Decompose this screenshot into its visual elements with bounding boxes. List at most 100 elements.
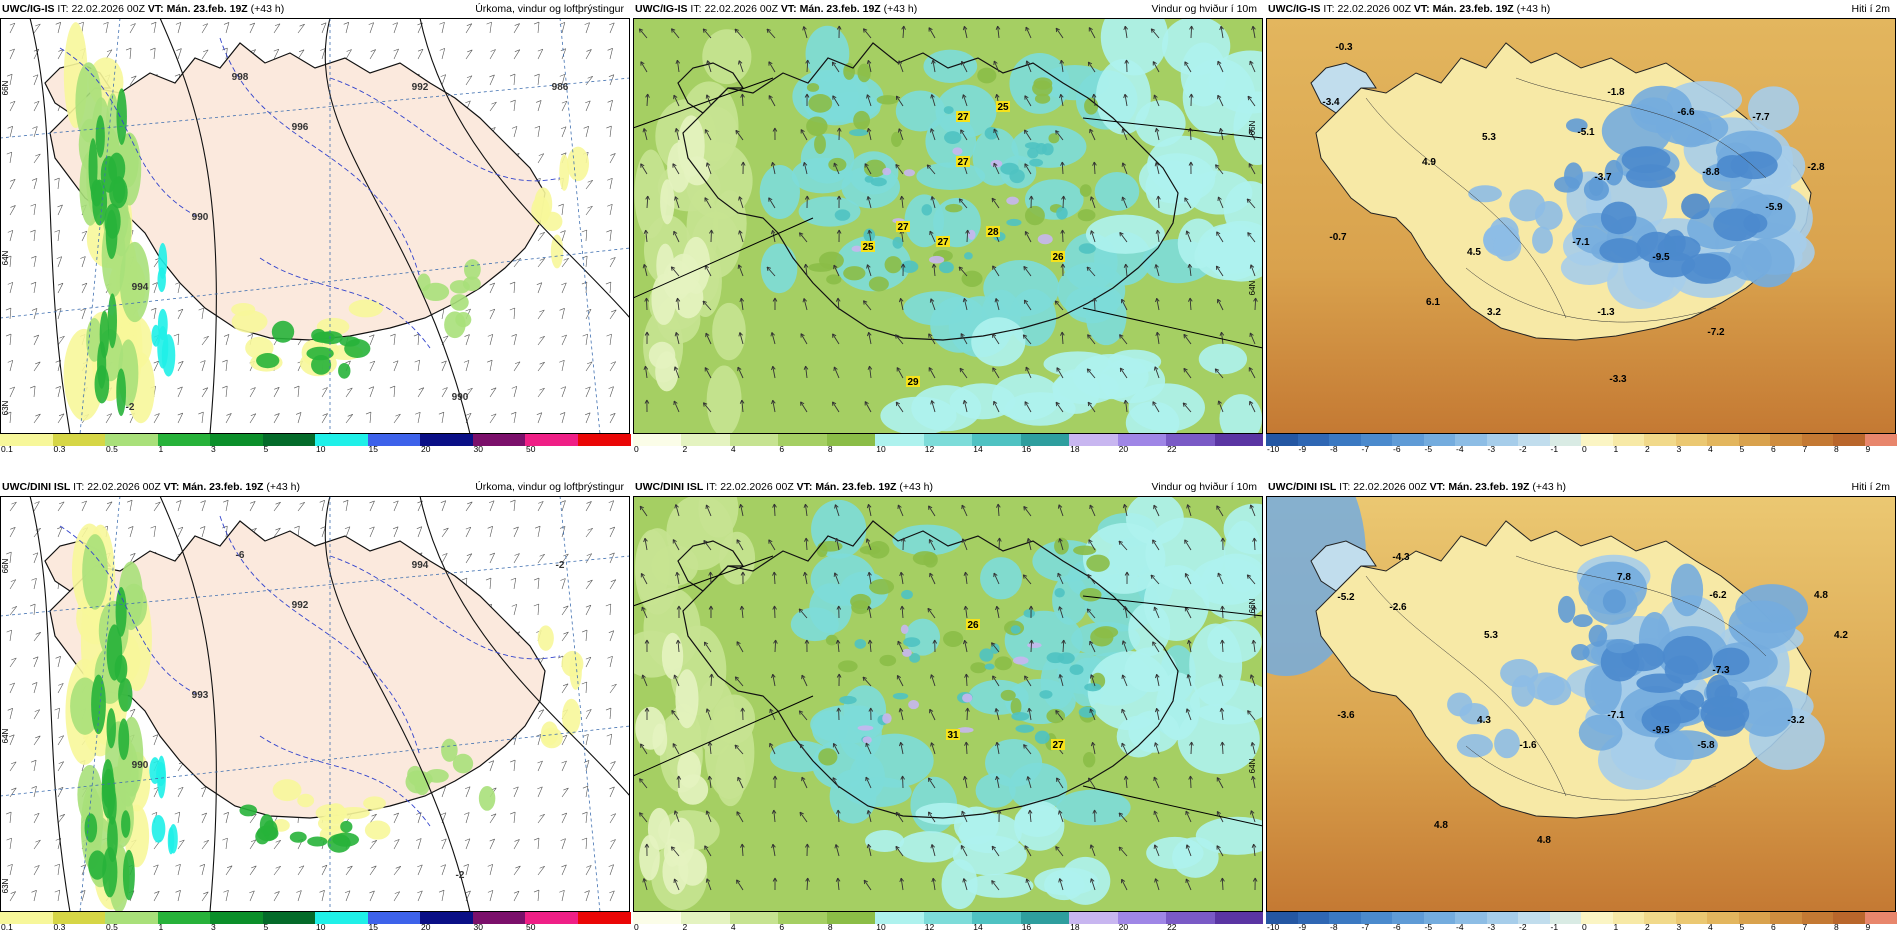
wind-arrows [638,25,1258,413]
colorbar-swatch [1864,434,1897,446]
temp-label: -6.6 [1677,107,1695,118]
colorbar-tick: -2 [1519,922,1527,932]
temp-value: -2.6 [1389,602,1407,613]
colorbar-tick: 4 [730,922,736,932]
temp-map[interactable]: -0.3 -3.4 -1.8 -6.6 -7.7 5.3 -5.1 4.9 -8.8 -2.8 -3… [1266,18,1896,434]
map-canvas: -4.3 -5.2 -2.6 7.8 -6.2 4.8 5.3 4.2 -7.3 -3.6 4.3 -… [1266,496,1896,912]
map-canvas: -0.3 -3.4 -1.8 -6.6 -7.7 5.3 -5.1 4.9 -8.8 -2.8 -3… [1266,18,1896,434]
colorbar-tick: 0 [634,444,639,454]
colorbar-tick: 0.3 [53,922,66,932]
init-time: 22.02.2026 00Z [720,481,794,493]
temp-value: -0.7 [1329,232,1347,243]
wind-map[interactable]: 27 25 27 27 27 28 25 26 29 66N 64N [633,18,1263,434]
run-info: UWC/DINI ISL IT: 22.02.2026 00Z VT: Mán.… [635,478,933,496]
run-info: UWC/IG-IS IT: 22.02.2026 00Z VT: Mán. 23… [635,0,917,18]
isobar-value: 996 [292,122,309,133]
precip-map[interactable]: 992 994 993 990 -6 -2 -2 66N 64N 63N [0,496,630,912]
colorbar-swatch [923,912,973,924]
colorbar-swatch [1266,434,1298,446]
colorbar-swatch [826,434,876,446]
wind-panel: UWC/DINI ISL IT: 22.02.2026 00Z VT: Mán.… [633,478,1264,933]
temperature-field [1468,81,1815,309]
colorbar-swatch [1581,912,1613,924]
precip-map[interactable]: 996 992 990 994 998 986 990 -2 66N 64N 63N [0,18,630,434]
gust-value: 27 [957,112,969,123]
gust-value: 29 [907,377,919,388]
contour-label: 992 [412,82,429,93]
valid-time: Mán. 23.feb. 19Z [799,3,881,15]
contour-label: 990 [192,212,209,223]
colorbar-swatch [210,912,263,924]
temperature-contours [59,515,561,827]
wind-map[interactable]: 26 31 27 66N 64N [633,496,1263,912]
temp-panel: UWC/IG-IS IT: 22.02.2026 00Z VT: Mán. 23… [1266,0,1897,455]
temp-label: -3.7 [1594,172,1612,183]
colorbar-swatch [1770,434,1802,446]
latitude-label: 66N [1248,120,1257,135]
temp-value: -1.6 [1519,740,1537,751]
colorbar-swatch [1214,912,1264,924]
contour-label: 992 [292,600,309,611]
colorbar-swatch [0,434,53,446]
colorbar-tick: 20 [421,444,431,454]
gust-value: 27 [1052,740,1064,751]
colorbar-swatch [1360,912,1393,924]
graticule [0,496,630,912]
colorbar-tick: 7 [1802,444,1808,454]
colorbar-tick: 8 [827,444,833,454]
temp-value: 7.8 [1617,572,1631,583]
colorbar: 0 2 4 6 8 10 12 14 16 18 20 22 [633,434,1264,454]
temp-value: 4.8 [1537,835,1551,846]
temp-label: -7.2 [1707,327,1725,338]
temp-value: -8.8 [1702,167,1720,178]
gust-value: 27 [957,157,969,168]
map-canvas: 26 31 27 66N 64N [633,496,1263,912]
colorbar-swatch [367,912,421,924]
colorbar-swatch [778,912,828,924]
colorbar-swatch [1297,912,1330,924]
colorbar-swatch [577,434,631,446]
temp-value: -2.8 [1807,162,1825,173]
colorbar-tick: -6 [1393,922,1401,932]
temp-label: 4.3 [1477,715,1491,726]
temp-label: -1.3 [1597,307,1615,318]
colorbar-swatch [1486,912,1519,924]
colorbar-swatch [1486,434,1519,446]
temp-label: -0.3 [1335,42,1353,53]
colorbar-swatch [1392,434,1424,446]
contour-label: -2 [556,560,565,571]
colorbar-swatch [1770,912,1802,924]
temp-label: -9.5 [1652,725,1670,736]
colorbar-tick: -5 [1424,444,1433,454]
colorbar-tick: 20 [1118,922,1129,932]
colorbar-tick: 5 [263,922,269,932]
colorbar-tick: 10 [876,922,886,932]
valid-label: VT: [163,481,180,493]
init-label: IT: [73,481,85,493]
colorbar: -10 -9 -8 -7 -6 -5 -4 -3 -2 -1 0 1 2 3 4 5 6 7 8 9 [1266,434,1897,454]
temp-value: -7.1 [1572,237,1590,248]
init-time: 22.02.2026 00Z [1353,481,1427,493]
model-name: UWC/IG-IS [2,3,55,15]
valid-time: Mán. 23.feb. 19Z [1432,3,1514,15]
colorbar-tick: 6 [1771,922,1776,932]
contour-label: 994 [412,560,429,571]
colorbar-tick: -10 [1267,444,1280,454]
colorbar-swatch [1549,912,1582,924]
temp-label: -2.8 [1807,162,1825,173]
colorbar-swatch [1518,434,1550,446]
colorbar-tick: 2 [682,922,688,932]
gust-label: 26 [1051,251,1065,263]
colorbar-tick: 3 [211,444,216,454]
colorbar-tick: 9 [1865,444,1871,454]
colorbar-swatch [262,434,316,446]
isobar-value: 986 [552,82,569,93]
colorbar-tick: 2 [682,444,688,454]
colorbar-tick: -9 [1298,444,1307,454]
colorbar-tick: -9 [1298,922,1307,932]
contour-label: 990 [132,760,149,771]
colorbar-tick: 10 [316,922,326,932]
temp-map[interactable]: -4.3 -5.2 -2.6 7.8 -6.2 4.8 5.3 4.2 -7.3 -3.6 4.3 -… [1266,496,1896,912]
colorbar-swatch [52,434,106,446]
colorbar-swatch [315,434,368,446]
